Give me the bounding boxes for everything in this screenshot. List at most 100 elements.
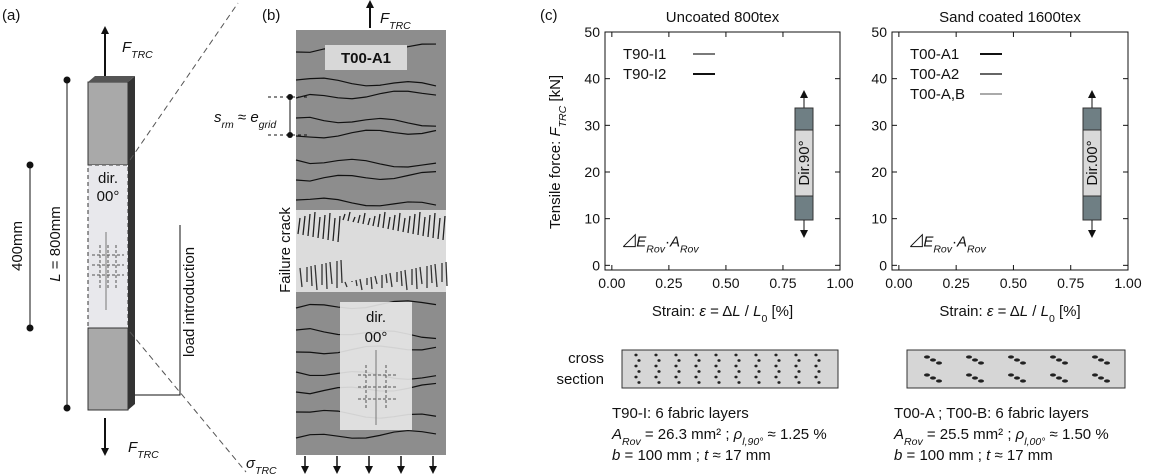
text-part: [%]: [767, 303, 793, 320]
roving: [677, 381, 681, 384]
dimension-end: [26, 324, 34, 332]
chart-title: Uncoated 800tex: [666, 9, 780, 26]
fiber: [322, 214, 326, 240]
roving: [637, 381, 641, 384]
text-part: Strain:: [939, 303, 987, 320]
text-part: ρ: [733, 426, 743, 443]
fiber: [387, 216, 391, 230]
roving: [972, 376, 978, 380]
text-part: = 25.5 mm² ;: [923, 426, 1016, 443]
fiber: [432, 212, 436, 239]
y-tick-label: 10: [584, 211, 600, 227]
text-part: A: [893, 426, 904, 443]
roving: [797, 381, 801, 384]
chart: Uncoated 800tex 0.00 0.25 0.50 0.75 1.00 0 10 20…: [584, 9, 853, 464]
fiber: [415, 267, 418, 290]
x-tick-label: 1.00: [826, 275, 853, 291]
x-tick-label: 0.25: [943, 275, 970, 291]
y-tick-label: 30: [871, 117, 887, 133]
legend-label: T00-A,B: [910, 86, 965, 103]
text-part: ·: [665, 234, 670, 251]
text-part: Rov: [967, 244, 986, 256]
roving: [814, 353, 818, 357]
x-tick-label: 0.25: [655, 275, 682, 291]
roving: [1056, 376, 1062, 380]
force-label: FTRC: [122, 39, 153, 61]
roving: [966, 355, 972, 359]
fabric-grid: [92, 245, 124, 290]
legend-label: T90-I1: [623, 46, 666, 63]
roving: [1098, 376, 1104, 380]
roving: [1008, 373, 1014, 377]
y-tick-label: 0: [879, 257, 887, 273]
grip: [87, 327, 129, 411]
fiber: [400, 270, 403, 287]
y-tick-label: 40: [584, 71, 600, 87]
fiber: [329, 261, 333, 285]
fiber: [442, 215, 446, 241]
force-label: FTRC: [380, 10, 411, 32]
text-part: = Δ: [706, 303, 732, 320]
roving: [754, 375, 758, 379]
cross-section: [906, 349, 1126, 389]
plot-frame: [604, 31, 841, 271]
roving: [1050, 355, 1056, 359]
specimen-middle: [1082, 129, 1102, 197]
text-part: b: [612, 447, 620, 464]
charts: Uncoated 800tex 0.00 0.25 0.50 0.75 1.00 0 10 20…: [584, 9, 1141, 464]
specimen-label: Dir.00°: [1084, 140, 1101, 185]
text-part: ε: [987, 303, 994, 320]
x-axis-label: Strain: ε = ΔL / L0 [%]: [939, 303, 1080, 325]
zoom-line: [129, 331, 247, 473]
roving: [777, 381, 781, 384]
force-label: FTRC: [128, 439, 159, 461]
text-part: E: [923, 234, 934, 251]
dimension-end: [287, 132, 293, 138]
text-part: L: [732, 303, 740, 320]
text-part: [%]: [1055, 303, 1081, 320]
roving: [814, 375, 818, 379]
fiber: [372, 215, 376, 227]
dimension-end: [63, 76, 71, 84]
roving: [697, 381, 701, 384]
legend-label: T00-A1: [910, 46, 959, 63]
fiber: [402, 217, 406, 233]
dimension-end: [63, 404, 71, 412]
text-part: Rov: [622, 436, 641, 448]
y-tick-label: 40: [871, 71, 887, 87]
roving: [634, 353, 638, 357]
text-part: σ: [246, 455, 256, 472]
text-part: e: [250, 109, 258, 126]
text-part: Rov: [646, 244, 665, 256]
fiber: [307, 213, 311, 237]
fiber: [422, 216, 426, 237]
specimen-middle: [794, 129, 814, 197]
roving: [978, 379, 984, 383]
dir-label: dir.: [98, 170, 118, 187]
roving: [817, 370, 821, 373]
cross-section: [621, 349, 839, 389]
fiber: [327, 212, 331, 241]
fiber: [382, 211, 386, 229]
specimen-top: [88, 76, 135, 82]
dir-label: 00°: [365, 329, 388, 346]
roving: [774, 375, 778, 379]
x-tick-label: 0.75: [1057, 275, 1084, 291]
fiber: [347, 211, 351, 222]
text-part: = 26.3 mm² ;: [641, 426, 734, 443]
roving: [657, 381, 661, 384]
roving: [924, 355, 930, 359]
roving: [1104, 361, 1110, 365]
text-part: ≈ 17 mm: [990, 447, 1052, 464]
roving: [1020, 379, 1026, 383]
cross-section-label: cross: [568, 350, 604, 367]
description: b = 100 mm ; t ≈ 17 mm: [894, 447, 1053, 464]
fiber: [312, 211, 316, 238]
text-part: F: [122, 39, 132, 56]
roving: [1020, 361, 1026, 365]
y-tick-label: 20: [871, 164, 887, 180]
fiber: [367, 217, 371, 226]
roving: [697, 359, 701, 362]
text-part: ε: [699, 303, 706, 320]
roving: [717, 381, 721, 384]
